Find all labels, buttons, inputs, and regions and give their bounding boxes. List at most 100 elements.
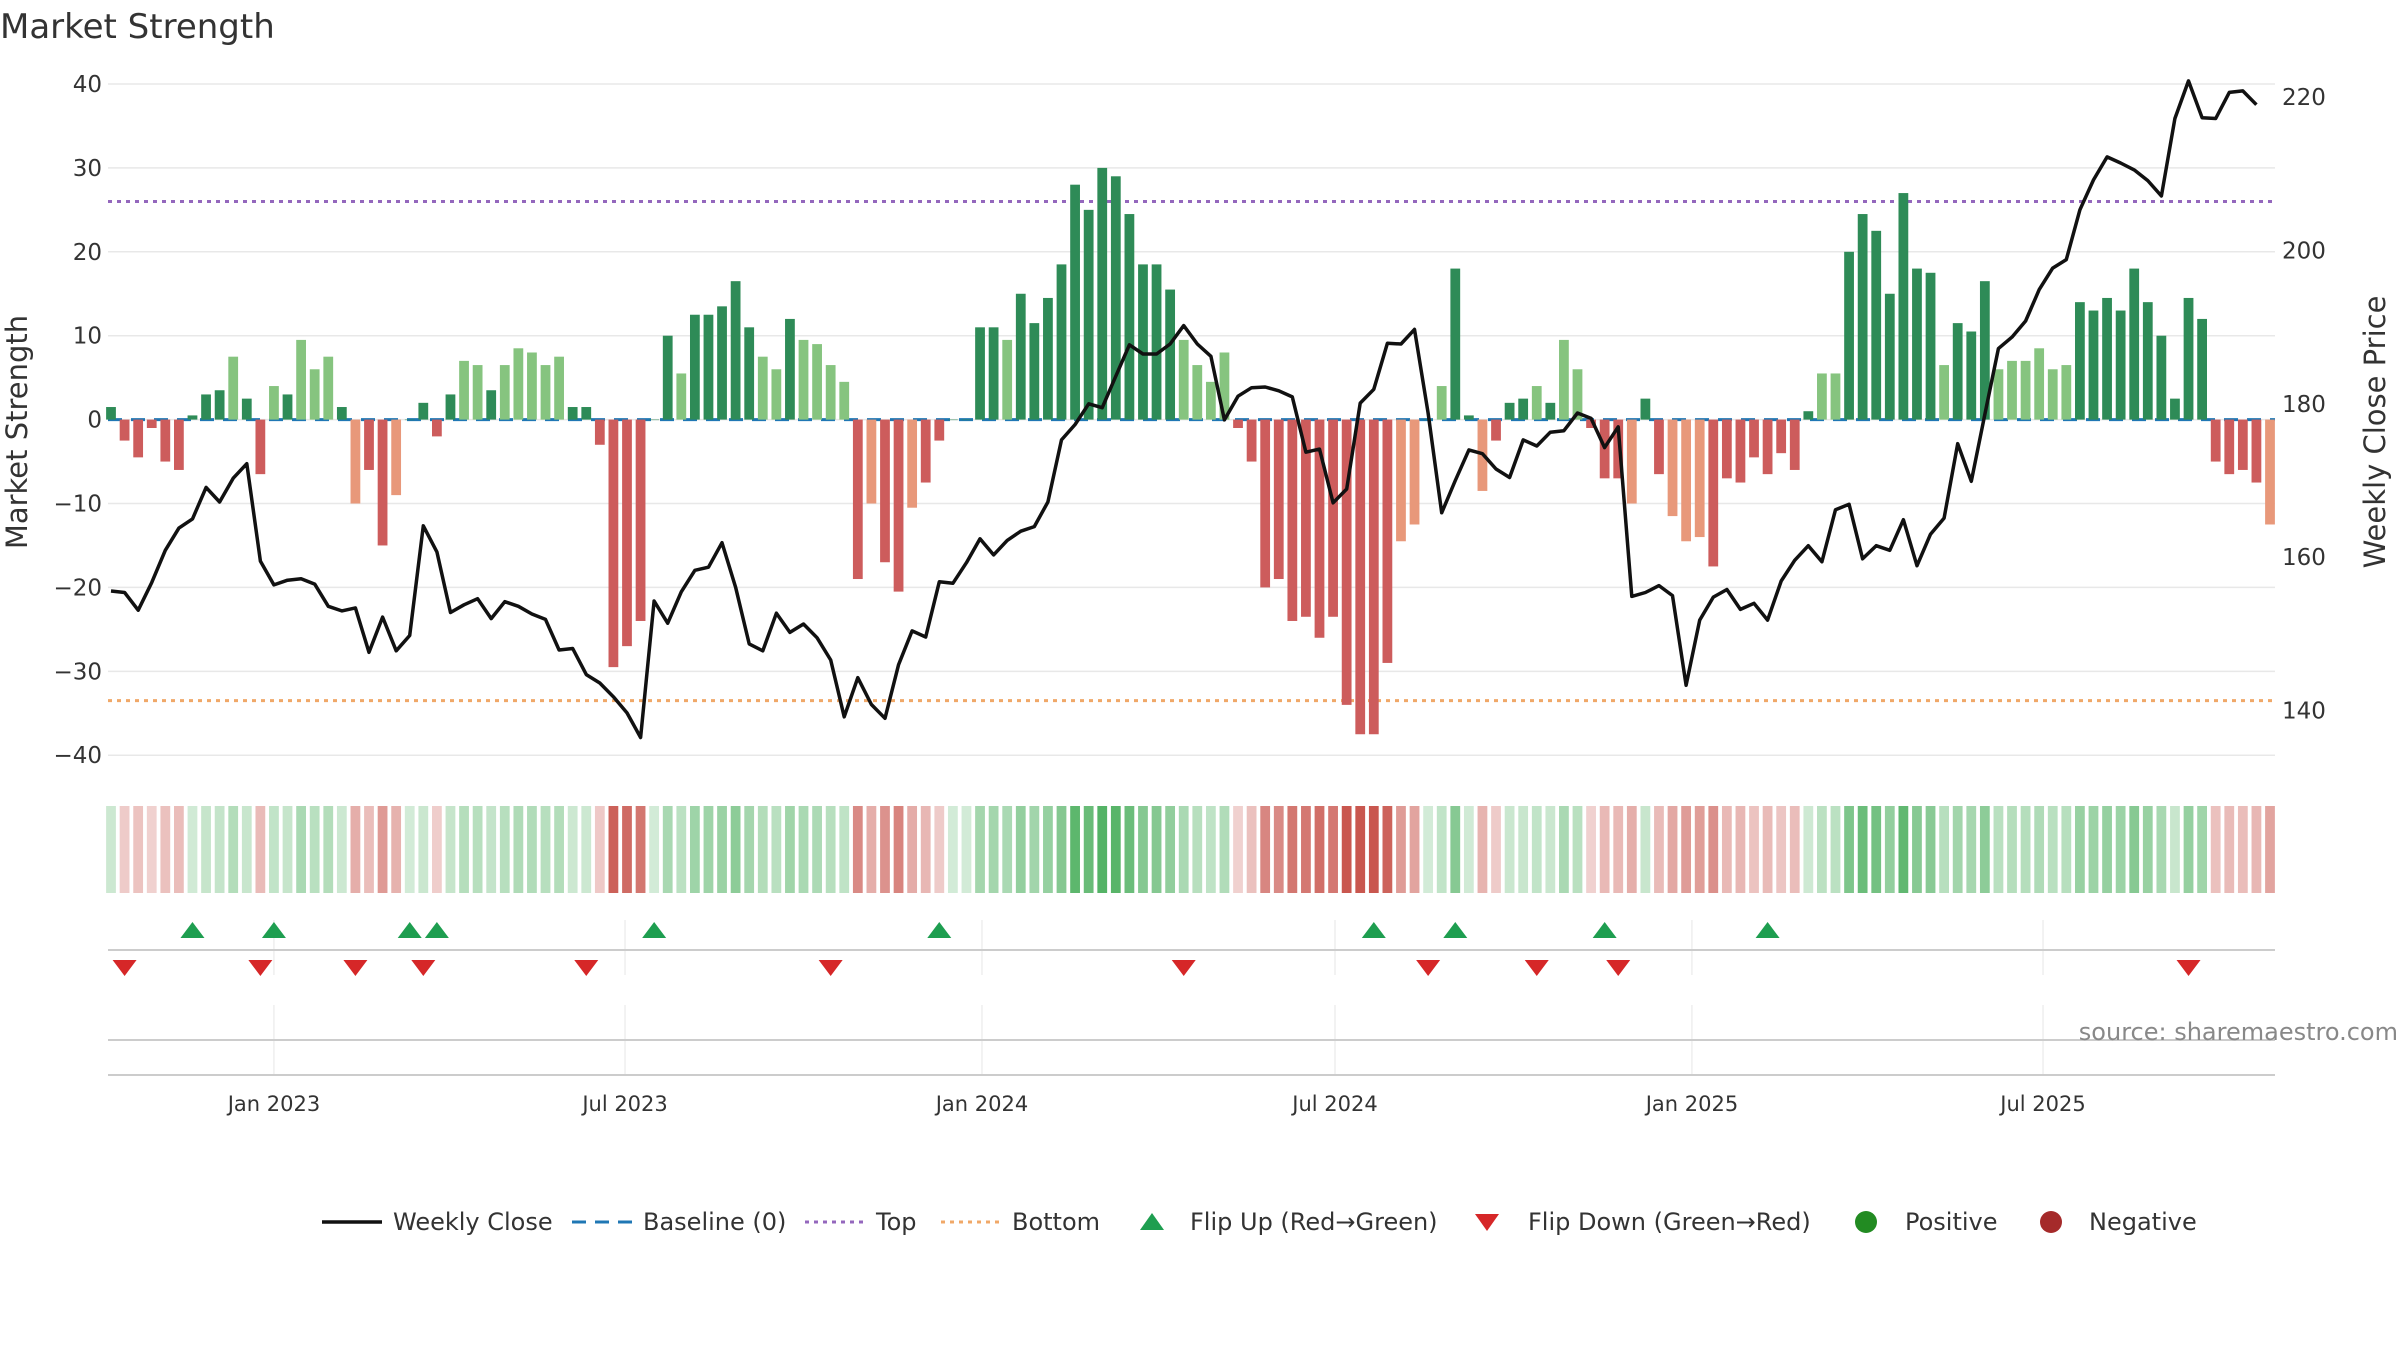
strength-bar: [812, 344, 822, 420]
strength-bar: [1708, 419, 1719, 567]
heat-cell: [1599, 806, 1610, 893]
strength-bar: [825, 365, 836, 420]
heat-cell: [798, 806, 809, 893]
heat-cell: [499, 806, 510, 893]
strength-bar: [798, 339, 809, 420]
strength-bar: [1124, 214, 1135, 420]
strength-bar: [1151, 264, 1162, 420]
heat-cell: [2020, 806, 2031, 893]
heat-cell: [1803, 806, 1814, 893]
heat-cell: [187, 806, 198, 893]
strength-bar: [622, 419, 632, 647]
strength-bar: [1138, 264, 1148, 420]
strength-bar: [785, 318, 795, 420]
strength-bar: [1341, 419, 1352, 705]
strength-bar: [2142, 302, 2153, 420]
strength-bar: [1884, 293, 1895, 420]
heat-cell: [146, 806, 157, 893]
right-axis-label: Weekly Close Price: [2358, 296, 2392, 569]
strength-bar: [296, 339, 306, 420]
heat-cell: [649, 806, 660, 893]
heat-cell: [1233, 806, 1243, 893]
x-tick-label: Jan 2024: [934, 1092, 1029, 1116]
strength-bar: [2020, 360, 2031, 420]
heat-cell: [1898, 806, 1909, 893]
flip-down-marker: [818, 960, 843, 976]
flip-down-marker: [1416, 960, 1441, 976]
heat-cell: [309, 806, 320, 893]
source-label: source: sharemaestro.com: [2079, 1018, 2398, 1046]
heat-cell: [1993, 806, 2004, 893]
heat-cell: [269, 806, 279, 893]
flip-up-marker: [642, 922, 667, 938]
strength-bar: [866, 419, 877, 504]
strength-bar: [418, 402, 429, 420]
strength-bar: [201, 394, 211, 420]
legend-flip-down-icon: [1475, 1214, 1499, 1231]
strength-bar: [988, 327, 999, 420]
heat-cell: [2115, 806, 2126, 893]
strength-bar: [241, 398, 252, 420]
heat-cell: [744, 806, 755, 893]
heat-cell: [1572, 806, 1583, 893]
strength-bar: [1328, 419, 1338, 617]
strength-bar: [1301, 419, 1311, 617]
heat-cell: [472, 806, 483, 893]
right-tick-label: 220: [2282, 85, 2326, 111]
strength-bar: [1531, 386, 1542, 420]
heat-cell: [1857, 806, 1868, 893]
heat-cell: [866, 806, 877, 893]
heat-cell: [431, 806, 442, 893]
right-tick-label: 140: [2282, 699, 2326, 725]
strength-bar: [2224, 419, 2235, 475]
heat-cell: [567, 806, 578, 893]
heat-cell: [920, 806, 931, 893]
strength-bar: [1776, 419, 1787, 454]
strength-bar: [404, 419, 415, 421]
heat-cell: [2061, 806, 2072, 893]
heat-cell: [513, 806, 524, 893]
heat-cell: [1002, 806, 1013, 893]
left-tick-label: 20: [73, 240, 102, 266]
strength-bar: [1205, 381, 1216, 420]
heat-cell: [1015, 806, 1026, 893]
strength-bar: [1355, 419, 1366, 735]
heat-cell: [241, 806, 252, 893]
heat-cell: [1817, 806, 1827, 893]
heat-cell: [486, 806, 497, 893]
heat-cell: [2170, 806, 2180, 893]
heat-cell: [1110, 806, 1121, 893]
strength-bar: [459, 360, 469, 420]
heat-cell: [635, 806, 646, 893]
heat-cell: [119, 806, 130, 893]
strength-bar: [1056, 264, 1067, 420]
legend-positive-icon: [1855, 1211, 1877, 1233]
strength-bar: [1817, 373, 1827, 420]
strength-bar: [1178, 339, 1189, 420]
heat-cell: [1368, 806, 1379, 893]
strength-bar: [323, 356, 334, 420]
strength-bar: [2061, 365, 2072, 420]
strength-bar: [174, 419, 184, 470]
heat-cell: [2237, 806, 2248, 893]
heat-cell: [2102, 806, 2112, 893]
flip-down-marker: [411, 960, 436, 976]
left-tick-label: 30: [73, 156, 102, 182]
strength-bar: [1002, 339, 1013, 420]
strength-bar: [527, 352, 537, 420]
x-axis: Jan 2023 Jul 2023 Jan 2024 Jul 2024 Jan 2025…: [226, 1092, 2086, 1116]
heat-cell: [1260, 806, 1271, 893]
heat-cell: [1966, 806, 1977, 893]
heat-cell: [1830, 806, 1841, 893]
heat-cell: [1912, 806, 1922, 893]
heat-cell: [1884, 806, 1895, 893]
strength-bar: [160, 419, 171, 462]
heat-cell: [2047, 806, 2058, 893]
right-axis: 220 200 180 160 140: [2282, 85, 2326, 725]
lower-panel: [108, 1039, 2275, 1076]
heat-cell: [975, 806, 985, 893]
flip-down-marker: [2176, 960, 2201, 976]
heat-cell: [1287, 806, 1298, 893]
strength-bar: [1287, 419, 1298, 621]
strength-bar: [255, 419, 266, 475]
